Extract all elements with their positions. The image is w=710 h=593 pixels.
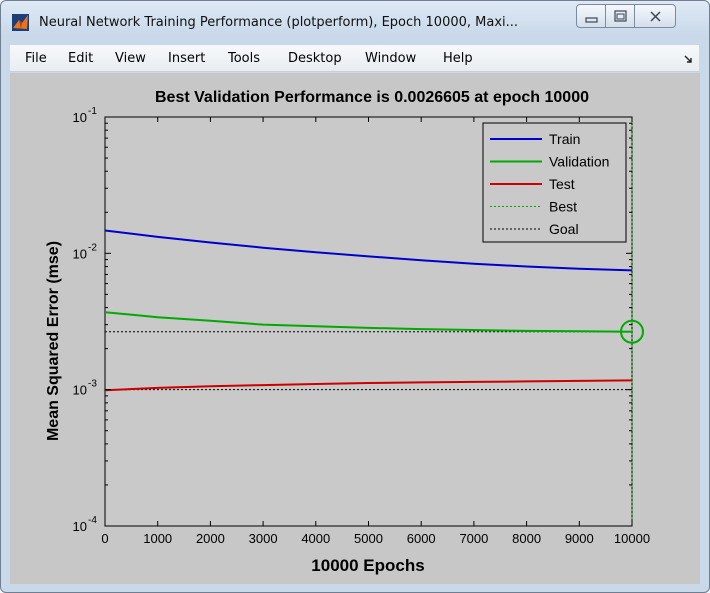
close-icon: [650, 11, 661, 22]
series-line-validation: [104, 311, 633, 333]
menu-tools[interactable]: Tools: [228, 51, 261, 66]
matlab-icon: [12, 14, 29, 31]
y-axis: 10-410-310-210-1: [73, 106, 632, 534]
menu-insert[interactable]: Insert: [168, 51, 206, 66]
y-tick-label: 10: [73, 383, 87, 398]
menu-help[interactable]: Help: [443, 51, 473, 66]
y-tick-label: 10: [73, 110, 87, 125]
window-title: Neural Network Training Performance (plo…: [39, 15, 519, 30]
x-tick-label: 8000: [512, 531, 541, 546]
x-tick-label: 9000: [565, 531, 594, 546]
menu-window[interactable]: Window: [365, 51, 417, 66]
x-tick-label: 2000: [196, 531, 225, 546]
legend: Train Validation Test Best Goal: [482, 122, 627, 243]
y-tick-label: 10: [73, 246, 87, 261]
menu-view[interactable]: View: [115, 51, 146, 66]
legend-label: Validation: [549, 154, 609, 170]
y-tick-label: 10: [73, 519, 87, 534]
menu-bar: File Edit View Insert Tools Desktop Wind…: [10, 45, 699, 72]
x-tick-label: 7000: [459, 531, 488, 546]
legend-label: Test: [549, 176, 575, 192]
y-axis-label: Mean Squared Error (mse): [45, 241, 62, 441]
maximize-button[interactable]: [605, 4, 635, 28]
figure-canvas: Best Validation Performance is 0.0026605…: [10, 73, 700, 584]
y-tick-exponent: -3: [88, 379, 97, 390]
menu-desktop[interactable]: Desktop: [288, 51, 342, 66]
x-tick-label: 6000: [407, 531, 436, 546]
title-bar[interactable]: Neural Network Training Performance (plo…: [1, 1, 709, 41]
x-tick-label: 4000: [301, 531, 330, 546]
x-tick-label: 10000: [614, 531, 650, 546]
y-tick-exponent: -2: [88, 242, 97, 253]
chart-title: Best Validation Performance is 0.0026605…: [155, 89, 589, 106]
x-tick-label: 1000: [143, 531, 172, 546]
legend-box: [482, 122, 627, 243]
minimize-button[interactable]: [576, 4, 606, 28]
x-tick-label: 3000: [249, 531, 278, 546]
performance-plot: Best Validation Performance is 0.0026605…: [45, 89, 650, 575]
legend-label: Best: [549, 199, 577, 215]
y-tick-exponent: -1: [88, 106, 97, 117]
close-button[interactable]: [634, 4, 676, 28]
x-tick-label: 0: [101, 531, 108, 546]
maximize-icon: [614, 10, 627, 22]
menu-edit[interactable]: Edit: [68, 51, 94, 66]
x-axis-label: 10000 Epochs: [311, 556, 424, 575]
dock-arrow-icon[interactable]: [684, 55, 693, 64]
x-tick-label: 5000: [354, 531, 383, 546]
legend-label: Train: [549, 131, 580, 147]
best-point-marker: [620, 319, 644, 344]
legend-label: Goal: [549, 221, 579, 237]
x-axis: 0 1000 2000 3000 4000 5000 6000 7000 8000 9000 100…: [101, 117, 650, 546]
y-tick-exponent: -4: [88, 515, 97, 526]
menu-file[interactable]: File: [25, 51, 47, 66]
series-line-train: [104, 229, 633, 272]
minimize-icon: [585, 17, 598, 23]
series-line-test: [104, 379, 633, 392]
